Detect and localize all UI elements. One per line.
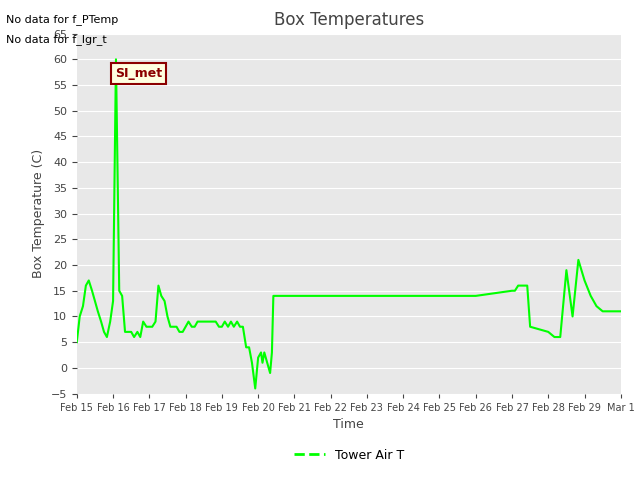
X-axis label: Time: Time xyxy=(333,418,364,431)
Text: No data for f_PTemp: No data for f_PTemp xyxy=(6,14,118,25)
Text: SI_met: SI_met xyxy=(115,67,162,80)
Text: No data for f_lgr_t: No data for f_lgr_t xyxy=(6,34,107,45)
Y-axis label: Box Temperature (C): Box Temperature (C) xyxy=(32,149,45,278)
Title: Box Temperatures: Box Temperatures xyxy=(274,11,424,29)
Legend: Tower Air T: Tower Air T xyxy=(289,444,409,467)
